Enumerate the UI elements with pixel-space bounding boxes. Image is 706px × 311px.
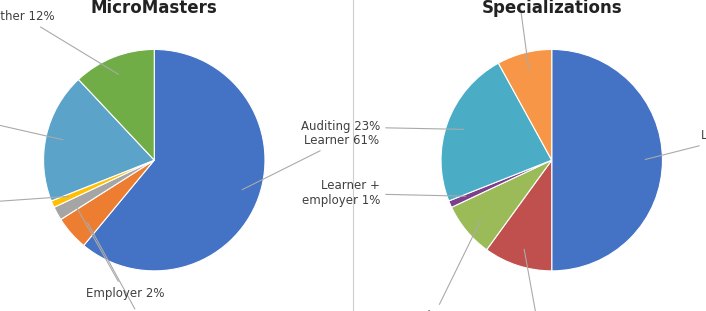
Text: Learner 61%: Learner 61% bbox=[242, 134, 379, 190]
Wedge shape bbox=[486, 160, 551, 271]
Title: MicroMasters: MicroMasters bbox=[91, 0, 217, 17]
Text: Other 12%: Other 12% bbox=[0, 10, 119, 74]
Wedge shape bbox=[449, 160, 551, 207]
Wedge shape bbox=[52, 160, 155, 207]
Wedge shape bbox=[61, 160, 155, 245]
Wedge shape bbox=[441, 63, 551, 201]
Wedge shape bbox=[54, 160, 155, 220]
Text: Auditing 19%: Auditing 19% bbox=[0, 107, 63, 140]
Wedge shape bbox=[44, 79, 155, 201]
Wedge shape bbox=[84, 49, 265, 271]
Text: Learner +
employer 1%: Learner + employer 1% bbox=[301, 179, 466, 207]
Wedge shape bbox=[551, 49, 662, 271]
Text: Learner 50%: Learner 50% bbox=[645, 129, 706, 160]
Text: Other 8%: Other 8% bbox=[491, 0, 546, 69]
Wedge shape bbox=[452, 160, 551, 250]
Text: Auditing 23%: Auditing 23% bbox=[301, 120, 464, 133]
Title: Specializations: Specializations bbox=[481, 0, 622, 17]
Text: Financial aid 5%: Financial aid 5% bbox=[88, 223, 189, 311]
Text: Learner +
employer
1%: Learner + employer 1% bbox=[0, 183, 68, 226]
Text: Employer 2%: Employer 2% bbox=[76, 206, 164, 299]
Wedge shape bbox=[498, 49, 551, 160]
Text: Financial aid
10%: Financial aid 10% bbox=[504, 249, 578, 311]
Wedge shape bbox=[78, 49, 155, 160]
Text: Employer
8%: Employer 8% bbox=[402, 220, 481, 311]
